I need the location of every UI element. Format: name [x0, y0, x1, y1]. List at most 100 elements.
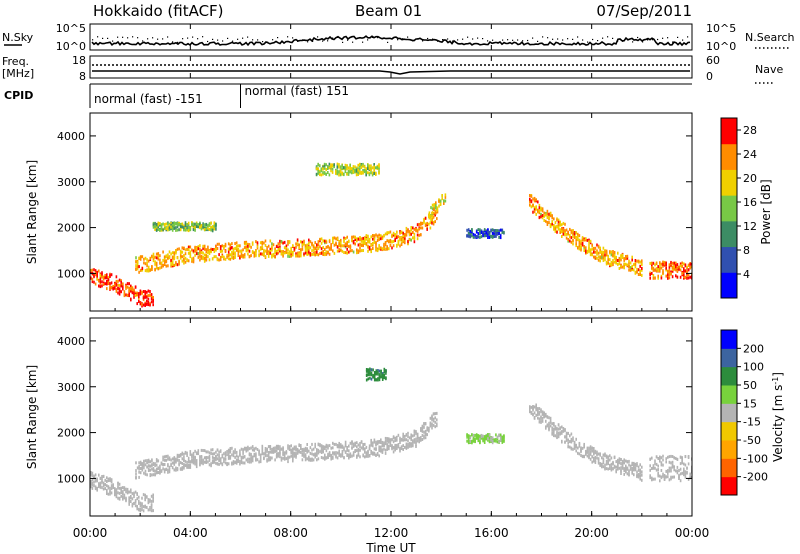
scatter-cell: [670, 469, 672, 473]
scatter-cell: [336, 443, 339, 447]
scatter-cell: [549, 214, 552, 218]
scatter-cell: [227, 452, 230, 456]
scatter-cell: [426, 227, 428, 231]
scatter-cell: [93, 475, 95, 479]
noise-dot: [482, 38, 484, 40]
scatter-cell: [327, 452, 329, 456]
scatter-cell: [255, 240, 257, 244]
scatter-cell: [176, 458, 179, 462]
noise-dot: [272, 39, 274, 41]
scatter-cell: [678, 265, 680, 269]
scatter-cell: [259, 241, 262, 245]
scatter-cell: [652, 276, 655, 280]
scatter-cell: [396, 230, 398, 234]
scatter-cell: [235, 244, 238, 248]
scatter-cell: [673, 475, 675, 479]
scatter-cell: [378, 244, 380, 248]
scatter-cell: [360, 170, 363, 174]
scatter-cell: [583, 245, 585, 248]
scatter-cell: [300, 450, 302, 454]
scatter-cell: [548, 426, 550, 430]
scatter-cell: [237, 458, 240, 462]
scatter-cell: [341, 444, 344, 448]
scatter-cell: [675, 456, 677, 460]
scatter-cell: [245, 249, 248, 253]
scatter-cell: [151, 473, 153, 477]
scatter-cell: [117, 283, 119, 287]
scatter-cell: [436, 217, 438, 221]
scatter-cell: [208, 258, 211, 262]
scatter-cell: [141, 267, 144, 270]
scatter-cell: [146, 269, 148, 273]
noise-dot: [237, 38, 239, 40]
scatter-cell: [211, 225, 214, 229]
scatter-cell: [229, 447, 232, 450]
scatter-cell: [662, 260, 664, 264]
scatter-cell: [288, 445, 291, 449]
scatter-cell: [404, 241, 406, 245]
scatter-cell: [384, 232, 387, 236]
scatter-cell: [256, 244, 259, 248]
scatter-cell: [144, 292, 146, 296]
scatter-cell: [175, 261, 177, 265]
scatter-cell: [588, 455, 590, 459]
scatter-cell: [328, 454, 331, 457]
scatter-cell: [90, 485, 92, 489]
scatter-cell: [295, 451, 297, 455]
scatter-cell: [163, 260, 166, 264]
scatter-cell: [202, 246, 204, 250]
scatter-cell: [295, 245, 297, 249]
scatter-cell: [376, 440, 379, 444]
scatter-cell: [467, 437, 470, 441]
scatter-cell: [416, 432, 419, 436]
scatter-cell: [106, 287, 108, 291]
scatter-cell: [359, 246, 361, 250]
scatter-cell: [167, 464, 169, 468]
scatter-cell: [431, 218, 433, 222]
scatter-cell: [372, 243, 374, 247]
scatter-cell: [364, 450, 366, 454]
scatter-cell: [570, 440, 573, 444]
scatter-cell: [373, 374, 376, 378]
scatter-cell: [120, 486, 122, 490]
date-label: 07/Sep/2011: [596, 2, 692, 20]
scatter-cell: [242, 455, 244, 459]
scatter-cell: [490, 235, 492, 239]
scatter-cell: [679, 455, 682, 459]
scatter-cell: [378, 247, 380, 251]
scatter-cell: [311, 249, 313, 253]
scatter-cell: [578, 234, 581, 238]
scatter-cell: [668, 276, 671, 280]
scatter-cell: [141, 466, 144, 470]
scatter-cell: [167, 228, 169, 232]
scatter-cell: [128, 289, 130, 293]
scatter-region: [90, 268, 154, 308]
scatter-cell: [126, 282, 129, 286]
scatter-cell: [540, 206, 542, 210]
scatter-cell: [430, 217, 432, 221]
scatter-cell: [678, 474, 680, 478]
scatter-cell: [199, 455, 201, 459]
scatter-cell: [367, 450, 369, 454]
scatter-cell: [163, 455, 166, 459]
scatter-cell: [275, 444, 278, 448]
scatter-cell: [162, 455, 164, 459]
scatter-cell: [343, 172, 345, 176]
scatter-cell: [346, 247, 348, 251]
scatter-cell: [231, 462, 233, 466]
scatter-cell: [184, 228, 187, 232]
scatter-cell: [179, 467, 182, 471]
scatter-cell: [420, 427, 422, 431]
scatter-cell: [130, 488, 132, 492]
scatter-cell: [372, 234, 374, 237]
noise-dot: [457, 39, 459, 41]
scatter-cell: [375, 453, 377, 457]
scatter-cell: [388, 444, 390, 448]
scatter-cell: [498, 232, 500, 235]
scatter-cell: [312, 245, 315, 249]
scatter-cell: [152, 499, 154, 503]
scatter-cell: [178, 223, 180, 226]
scatter-cell: [660, 476, 663, 480]
y-tick-label: 2000: [57, 222, 85, 235]
scatter-cell: [343, 238, 345, 242]
